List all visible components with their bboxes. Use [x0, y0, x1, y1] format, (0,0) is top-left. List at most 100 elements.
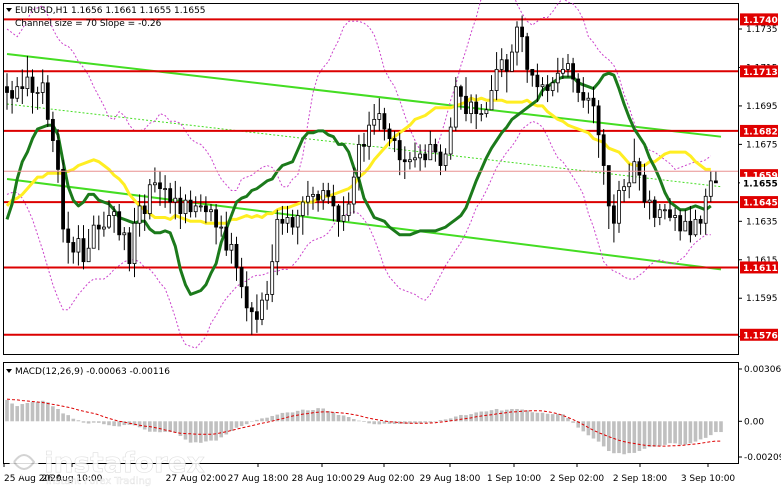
candle-body	[663, 209, 667, 212]
candle-body	[652, 199, 657, 218]
macd-label: MACD(12,26,9) -0.00063 -0.00116	[15, 367, 170, 377]
macd-histogram-bar	[627, 421, 631, 454]
macd-histogram-bar	[586, 421, 591, 436]
macd-histogram-bar	[652, 421, 657, 447]
macd-histogram-bar	[56, 408, 60, 422]
candle-body	[428, 143, 433, 161]
channel-info-label: Channel size = 70 Slope = -0.26	[15, 19, 162, 29]
macd-histogram-bar	[484, 411, 489, 422]
candle-body	[51, 118, 55, 141]
candle-body	[433, 143, 438, 153]
candle-body	[693, 218, 698, 236]
candle-body	[617, 190, 621, 224]
watermark: instaforex Instant Forex Trading	[9, 446, 205, 487]
candle-body	[591, 97, 596, 107]
macd-collapse-triangle-icon[interactable]	[6, 369, 12, 373]
candle-body	[561, 68, 565, 74]
macd-histogram-bar	[678, 421, 682, 445]
time-tick-label: 1 Sep 10:00	[487, 474, 542, 484]
candle-body	[489, 90, 494, 111]
candle-body	[5, 86, 9, 93]
macd-histogram-bar	[280, 412, 285, 422]
macd-histogram-bar	[668, 421, 672, 444]
macd-histogram-bar	[658, 421, 662, 446]
price-tick-label: 1.1615	[746, 256, 778, 266]
macd-histogram-bar	[387, 421, 392, 424]
macd-histogram-bar	[341, 415, 346, 422]
candle-body	[520, 26, 524, 38]
macd-histogram-bar	[510, 408, 514, 422]
candle-body	[61, 168, 65, 230]
macd-histogram-bar	[331, 412, 336, 422]
time-tick-label: 28 Aug 10:00	[292, 474, 353, 484]
macd-histogram-bar	[66, 415, 70, 422]
candle-body	[137, 205, 142, 224]
current-price-tag: 1.1655	[743, 179, 778, 189]
macd-histogram-bar	[632, 421, 637, 453]
candle-body	[234, 243, 239, 268]
candle-body	[678, 215, 683, 232]
macd-histogram-bar	[142, 421, 147, 430]
candle-body	[229, 243, 234, 251]
macd-histogram-bar	[214, 421, 218, 441]
macd-histogram-bar	[530, 412, 535, 422]
macd-histogram-bar	[117, 421, 121, 427]
macd-histogram-bar	[137, 421, 142, 428]
candle-body	[535, 74, 540, 88]
candle-body	[571, 63, 575, 80]
macd-histogram-bar	[622, 421, 626, 455]
candle-body	[56, 140, 60, 170]
candle-body	[71, 242, 76, 253]
macd-histogram-bar	[423, 421, 427, 423]
candle-body	[372, 118, 377, 126]
candle-body	[581, 92, 586, 101]
macd-histogram-bar	[153, 421, 157, 432]
watermark-tagline: Instant Forex Trading	[46, 476, 151, 487]
macd-histogram-bar	[520, 409, 524, 422]
candle-body	[714, 180, 718, 184]
candle-body	[275, 218, 280, 263]
candle-body	[117, 211, 122, 236]
macd-histogram-bar	[301, 409, 305, 422]
candle-body	[107, 215, 111, 228]
candle-body	[356, 143, 361, 178]
level-tag-1.1740-bg	[740, 13, 778, 26]
macd-tick-label: -0.00209	[744, 453, 781, 463]
candle-body	[249, 307, 254, 313]
candle-body	[285, 217, 290, 224]
candle-body	[132, 222, 137, 265]
macd-histogram-bar	[403, 421, 407, 424]
macd-histogram-bar	[275, 414, 280, 422]
candle-body	[102, 226, 106, 230]
level-tag-1.1713: 1.1713	[743, 68, 778, 78]
collapse-triangle-icon[interactable]	[6, 8, 12, 12]
candle-body	[295, 215, 300, 228]
macd-histogram-bar	[193, 421, 198, 443]
macd-histogram-bar	[566, 417, 570, 422]
macd-histogram-bar	[290, 412, 295, 422]
candle-body	[147, 184, 152, 215]
macd-histogram-bar	[617, 421, 621, 454]
macd-histogram-bar	[209, 421, 213, 441]
candle-body	[168, 188, 173, 203]
macd-histogram-bar	[719, 421, 723, 433]
macd-histogram-bar	[255, 419, 259, 422]
macd-signal-line	[6, 398, 721, 447]
macd-histogram-bar	[591, 421, 596, 439]
previous-price-tag: 1.1659	[743, 172, 778, 182]
macd-histogram-bar	[239, 421, 244, 427]
macd-histogram-bar	[499, 410, 504, 422]
candle-body	[448, 126, 453, 155]
time-tick-label: 26 Aug 10:00	[42, 474, 103, 484]
candle-body	[270, 261, 275, 295]
level-tag-1.1740: 1.1740	[743, 16, 778, 26]
macd-histogram-bar	[418, 421, 422, 424]
candle-body	[606, 165, 611, 207]
level-tag-1.1682: 1.1682	[743, 127, 778, 137]
macd-indicator	[5, 398, 723, 455]
price-tick-label: 1.1735	[746, 25, 778, 35]
candle-body	[550, 82, 555, 91]
candle-body	[596, 105, 601, 136]
